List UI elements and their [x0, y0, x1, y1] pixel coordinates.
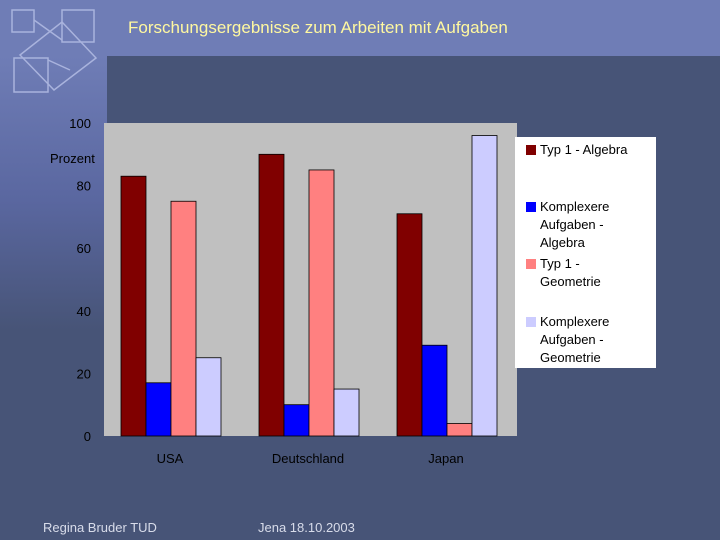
- legend-label: Geometrie: [540, 350, 601, 365]
- y-tick-label: 40: [77, 304, 91, 319]
- bar: [421, 344, 448, 437]
- legend-swatch: [526, 202, 536, 212]
- legend-swatch: [526, 145, 536, 155]
- x-category-label: Japan: [428, 451, 463, 466]
- legend-swatch: [526, 317, 536, 327]
- x-category-label: USA: [157, 451, 184, 466]
- legend-swatch: [526, 259, 536, 269]
- y-tick-label: 80: [77, 179, 91, 194]
- bar: [308, 169, 335, 437]
- bar: [145, 382, 172, 437]
- legend-label: Aufgaben -: [540, 217, 604, 232]
- legend-label: Komplexere: [540, 314, 609, 329]
- y-tick-label: 0: [84, 429, 91, 444]
- bar: [283, 404, 310, 437]
- footer-author: Regina Bruder TUD: [43, 520, 157, 535]
- bar: [333, 388, 360, 437]
- bar: [120, 175, 147, 437]
- y-tick-label: 60: [77, 241, 91, 256]
- bar: [195, 357, 222, 437]
- legend-label: Typ 1 -: [540, 256, 580, 271]
- y-axis-label: Prozent: [50, 151, 95, 166]
- bar: [471, 135, 498, 437]
- y-tick-label: 100: [69, 116, 91, 131]
- x-category-label: Deutschland: [272, 451, 344, 466]
- legend-label: Aufgaben -: [540, 332, 604, 347]
- footer-date: Jena 18.10.2003: [258, 520, 355, 535]
- bar: [396, 213, 423, 437]
- legend-label: Typ 1 - Algebra: [540, 142, 628, 157]
- bar: [258, 153, 285, 437]
- header-band: [0, 0, 720, 56]
- slide-title: Forschungsergebnisse zum Arbeiten mit Au…: [128, 18, 508, 37]
- bar: [170, 200, 197, 437]
- legend-label: Geometrie: [540, 274, 601, 289]
- legend-label: Komplexere: [540, 199, 609, 214]
- logo-icon: [11, 9, 98, 93]
- legend-label: Algebra: [540, 235, 586, 250]
- bar: [446, 423, 473, 437]
- legend-box: [515, 137, 656, 368]
- y-tick-label: 20: [77, 366, 91, 381]
